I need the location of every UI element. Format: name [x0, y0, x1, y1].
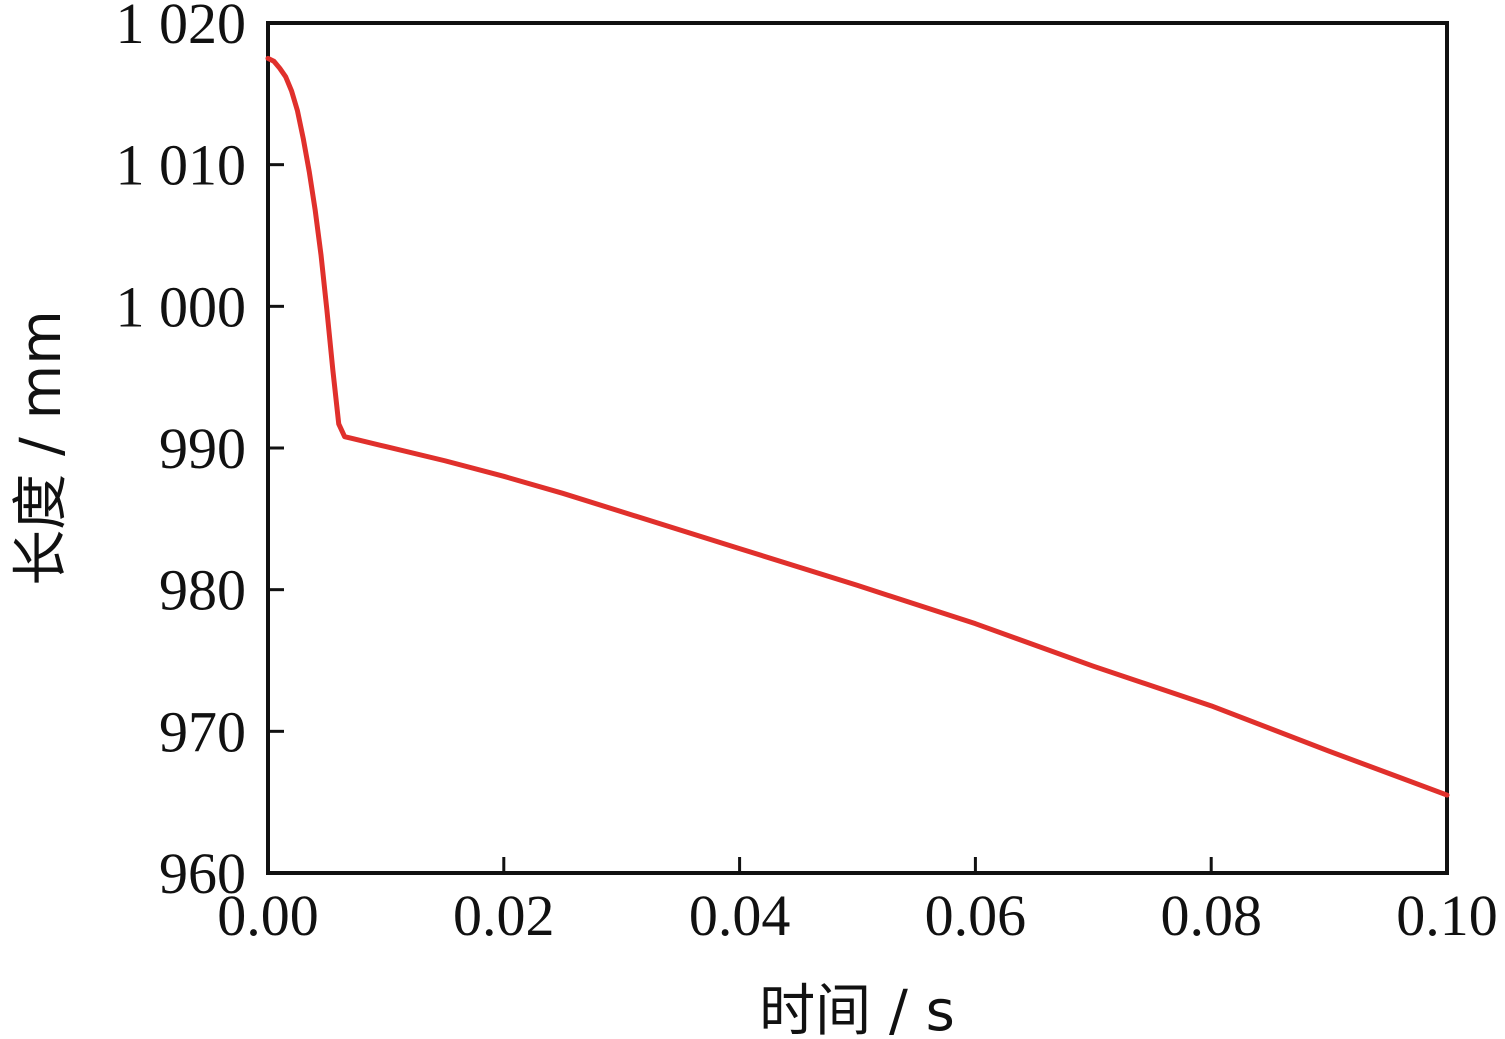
x-tick-label: 0.02 [453, 883, 555, 948]
x-tick-label: 0.06 [925, 883, 1027, 948]
y-axis-ticks [268, 21, 284, 875]
y-tick-label: 1 010 [116, 133, 247, 198]
y-tick-label: 990 [159, 416, 246, 481]
plot-frame [266, 21, 1449, 875]
x-axis-tick-labels: 0.00 0.02 0.04 0.06 0.08 0.10 [217, 883, 1498, 948]
y-tick-label: 980 [159, 558, 246, 623]
x-tick-label: 0.08 [1160, 883, 1262, 948]
y-tick-label: 1 000 [116, 274, 247, 339]
y-tick-label: 960 [159, 841, 246, 906]
y-axis-tick-labels: 960 970 980 990 1 000 1 010 1 020 [116, 0, 247, 906]
x-axis-title: 时间 / s [759, 979, 955, 1039]
y-tick-label: 1 020 [116, 0, 247, 56]
y-axis-title: 长度 / mm [9, 310, 74, 586]
x-tick-label: 0.04 [689, 883, 791, 948]
y-tick-label: 970 [159, 699, 246, 764]
x-tick-label: 0.00 [217, 883, 319, 948]
series-line [265, 55, 1450, 798]
x-axis-ticks [266, 857, 1449, 873]
x-tick-label: 0.10 [1396, 883, 1498, 948]
